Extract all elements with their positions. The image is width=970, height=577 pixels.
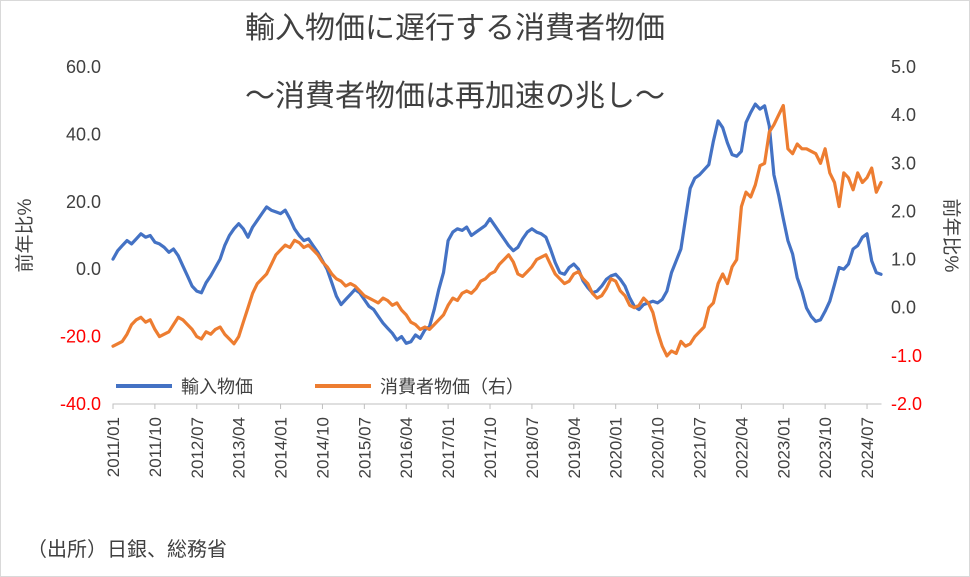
x-axis-tick-label: 2011/10 [146,417,165,477]
left-axis-tick-label: -20.0 [60,327,101,347]
x-axis-tick-label: 2014/01 [272,417,291,478]
right-axis-tick-label: 3.0 [891,153,916,173]
right-axis-tick-label: 5.0 [891,57,916,77]
legend-line-swatch [315,384,371,388]
right-axis-tick-label: 2.0 [891,201,916,221]
x-axis-tick-label: 2017/01 [439,417,458,478]
left-axis-tick-label: 40.0 [66,124,101,144]
legend-label: 輸入物価 [181,377,253,397]
legend-label: 消費者物価（右） [380,377,524,397]
left-axis-tick-label: 60.0 [66,57,101,77]
right-axis-tick-label: 4.0 [891,105,916,125]
legend-item: 消費者物価（右） [315,373,524,399]
x-axis-tick-label: 2011/01 [104,417,123,477]
x-axis-tick-label: 2022/04 [732,417,751,478]
x-axis-tick-label: 2020/10 [649,417,668,478]
right-axis-tick-label: -2.0 [891,394,922,414]
x-axis-tick-label: 2019/04 [565,417,584,478]
x-axis-tick-label: 2016/04 [397,417,416,478]
right-axis-title: 前年比% [940,199,962,273]
x-axis-tick-label: 2023/10 [816,417,835,478]
x-axis-tick-label: 2012/07 [188,417,207,478]
legend-item: 輸入物価 [116,373,253,399]
right-axis-tick-label: 1.0 [891,250,916,270]
series-line-import-price [111,102,883,345]
left-axis-tick-label: 0.0 [76,259,101,279]
legend-line-swatch [116,384,172,388]
left-axis-tick-label: -40.0 [60,394,101,414]
x-axis-tick-label: 2024/07 [858,417,877,478]
series-line-cpi [111,103,883,358]
x-axis-tick-label: 2018/07 [523,417,542,478]
x-axis-tick-label: 2014/10 [313,417,332,478]
left-axis-tick-label: 20.0 [66,192,101,212]
x-axis-tick-label: 2017/10 [481,417,500,478]
x-axis-tick-label: 2023/01 [774,417,793,478]
x-axis-tick-label: 2015/07 [355,417,374,478]
x-axis-tick-label: 2020/01 [607,417,626,478]
x-axis-tick-label: 2021/07 [690,417,709,478]
right-axis-tick-label: -1.0 [891,346,922,366]
right-axis-tick-label: 0.0 [891,298,916,318]
chart-legend: 輸入物価 消費者物価（右） [116,373,524,399]
left-axis-title: 前年比% [14,198,36,272]
x-axis-tick-label: 2013/04 [230,417,249,478]
source-note: （出所）日銀、総務省 [27,539,227,561]
